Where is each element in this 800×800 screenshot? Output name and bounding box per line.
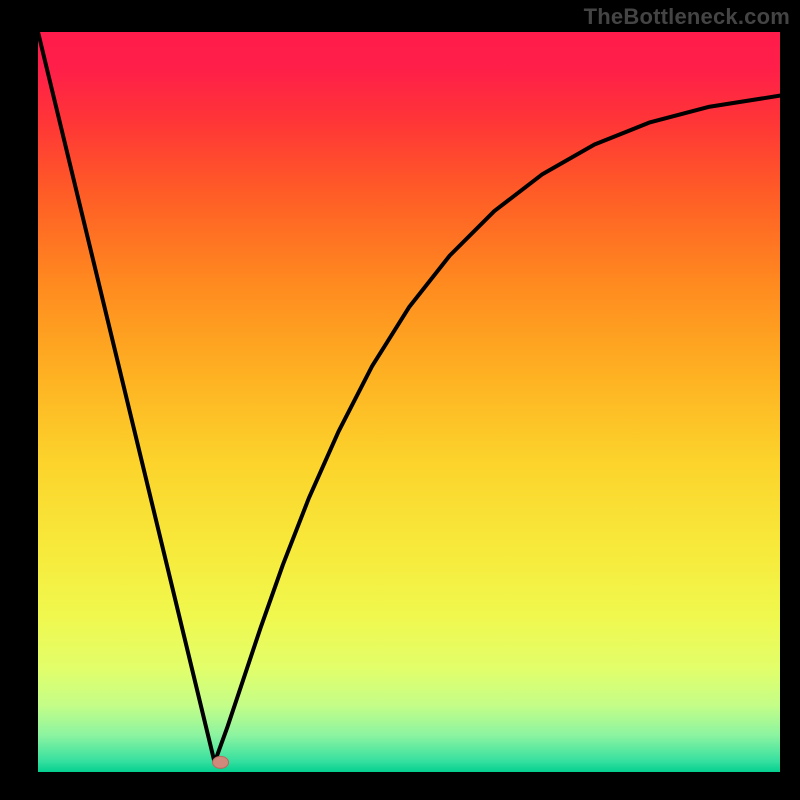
bottleneck-curve-chart	[38, 32, 780, 772]
optimal-point-marker	[213, 756, 229, 768]
chart-container	[38, 32, 780, 772]
watermark-label: TheBottleneck.com	[584, 4, 790, 30]
chart-background	[38, 32, 780, 772]
